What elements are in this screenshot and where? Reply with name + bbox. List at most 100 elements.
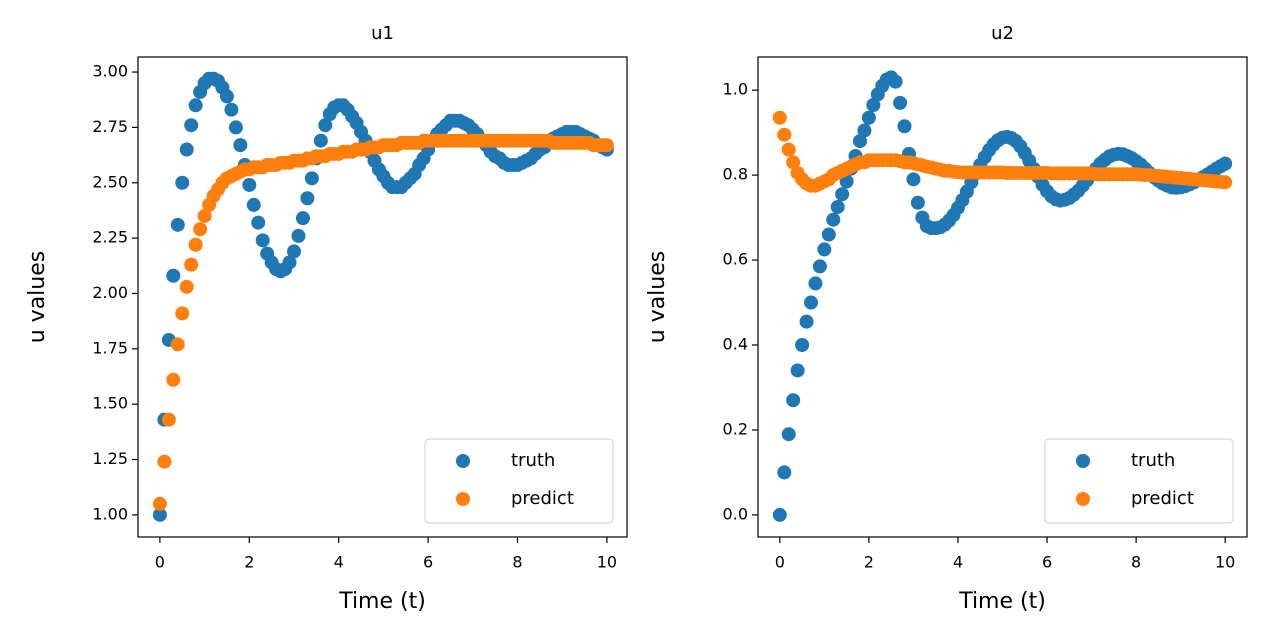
point xyxy=(786,393,801,408)
point xyxy=(179,142,194,157)
x-axis-label: Time (t) xyxy=(338,589,426,614)
legend-label: predict xyxy=(1131,488,1194,509)
point xyxy=(242,177,257,192)
point xyxy=(175,306,190,321)
point xyxy=(255,233,270,248)
point xyxy=(304,171,319,186)
point xyxy=(161,412,176,427)
chart: u2 Time (t) u values 0 2 4 6 8 10 0.0 0.2 0.4 0.6 0.8… xyxy=(645,23,1248,614)
axes-frame xyxy=(757,56,1248,538)
point xyxy=(799,314,814,329)
point xyxy=(786,155,801,170)
x-axis-label: Time (t) xyxy=(958,589,1046,614)
chart-title: u2 xyxy=(991,23,1014,44)
legend-marker xyxy=(456,492,470,506)
point xyxy=(897,119,912,134)
y-tick-label: 2.75 xyxy=(92,117,128,136)
point xyxy=(1218,175,1233,190)
y-tick-label: 2.25 xyxy=(92,228,128,247)
point xyxy=(282,255,297,270)
point xyxy=(839,174,854,189)
point xyxy=(318,118,333,133)
point xyxy=(193,222,208,237)
point xyxy=(866,98,881,112)
y-tick-label: 1.75 xyxy=(92,338,128,357)
y-tick-label: 2.00 xyxy=(92,283,128,302)
point xyxy=(803,295,818,310)
x-tick-label: 8 xyxy=(1131,553,1141,572)
point xyxy=(251,215,266,230)
point xyxy=(910,195,925,210)
point xyxy=(830,199,845,214)
point xyxy=(286,244,301,259)
y-tick-label: 0.2 xyxy=(723,419,748,438)
point xyxy=(857,123,872,138)
point xyxy=(295,211,310,226)
legend-box xyxy=(1044,438,1234,524)
x-tick-label: 4 xyxy=(953,553,963,572)
point xyxy=(152,496,167,511)
point xyxy=(852,134,867,149)
point xyxy=(888,74,903,89)
x-tick-label: 10 xyxy=(1215,553,1235,572)
x-tick-label: 6 xyxy=(423,553,433,572)
point xyxy=(152,507,167,522)
y-tick-label: 0.0 xyxy=(723,504,748,523)
point xyxy=(817,242,832,257)
x-tick-label: 8 xyxy=(512,553,522,572)
y-tick-label: 1.00 xyxy=(92,504,128,523)
x-tick-label: 2 xyxy=(244,553,254,572)
legend-marker xyxy=(1076,454,1090,468)
x-tick-label: 6 xyxy=(1042,553,1052,572)
point xyxy=(246,197,261,212)
legend-box xyxy=(424,438,614,524)
legend-label: predict xyxy=(511,488,574,509)
point xyxy=(599,138,614,153)
legend-marker xyxy=(456,454,470,468)
point xyxy=(772,110,787,125)
point xyxy=(893,95,908,110)
point xyxy=(795,338,810,352)
y-tick-label: 0.6 xyxy=(723,250,748,269)
point xyxy=(861,110,876,125)
point xyxy=(1218,156,1233,171)
point xyxy=(166,268,181,283)
point xyxy=(291,228,306,243)
y-tick-label: 0.8 xyxy=(723,165,748,184)
point xyxy=(184,257,199,272)
point xyxy=(175,175,190,190)
point xyxy=(157,454,172,469)
y-tick-label: 1.50 xyxy=(92,394,128,413)
point xyxy=(300,191,315,206)
point xyxy=(313,133,328,148)
y-axis-label: u values xyxy=(645,251,670,344)
point xyxy=(188,237,203,252)
x-tick-label: 4 xyxy=(334,553,344,572)
point xyxy=(179,279,194,294)
point xyxy=(777,465,792,480)
point xyxy=(170,217,185,232)
legend-label: truth xyxy=(1131,450,1175,471)
point xyxy=(781,142,796,157)
point xyxy=(781,427,796,442)
y-tick-label: 1.25 xyxy=(92,449,128,468)
point xyxy=(166,372,181,387)
point xyxy=(228,120,243,135)
axes-frame xyxy=(137,56,628,538)
point xyxy=(812,259,827,274)
point xyxy=(197,208,212,223)
x-tick-label: 2 xyxy=(864,553,874,572)
y-tick-label: 2.50 xyxy=(92,172,128,191)
point xyxy=(188,98,203,113)
point xyxy=(777,127,792,142)
y-axis-label: u values xyxy=(25,251,50,344)
x-tick-label: 0 xyxy=(155,553,165,572)
point xyxy=(826,212,841,227)
point xyxy=(224,102,239,117)
y-tick-label: 1.0 xyxy=(723,80,748,99)
point xyxy=(835,187,850,202)
point xyxy=(184,118,199,133)
chart-title: u1 xyxy=(371,23,394,44)
point xyxy=(772,507,787,522)
